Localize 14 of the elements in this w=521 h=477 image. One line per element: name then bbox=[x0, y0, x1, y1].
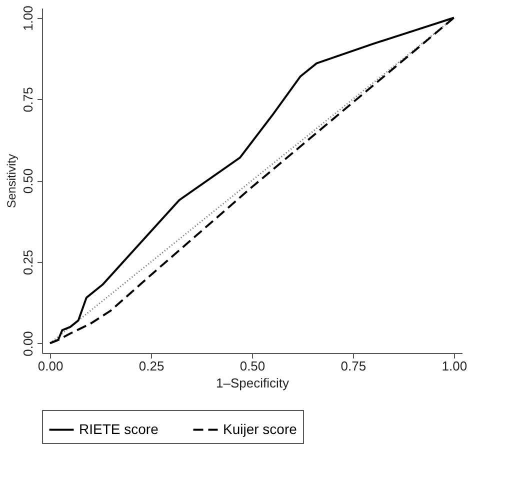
x-tick-label: 0.25 bbox=[138, 358, 164, 374]
x-axis-title: 1–Specificity bbox=[216, 376, 290, 390]
x-tick-label: 0.50 bbox=[240, 358, 266, 374]
legend-label: Kuijer score bbox=[223, 420, 298, 437]
legend-label: RIETE score bbox=[79, 420, 159, 437]
x-tick-label: 1.00 bbox=[442, 358, 468, 374]
y-axis-title: Sensitivity bbox=[4, 154, 18, 208]
y-tick-label: 1.00 bbox=[20, 6, 36, 31]
y-tick-label: 0.50 bbox=[20, 168, 36, 194]
y-tick-label: 0.00 bbox=[20, 331, 36, 356]
x-tick-label: 0.75 bbox=[340, 358, 366, 374]
y-tick-label: 0.25 bbox=[20, 250, 36, 276]
y-tick-label: 0.75 bbox=[20, 86, 36, 112]
x-tick-label: 0.00 bbox=[38, 358, 64, 374]
